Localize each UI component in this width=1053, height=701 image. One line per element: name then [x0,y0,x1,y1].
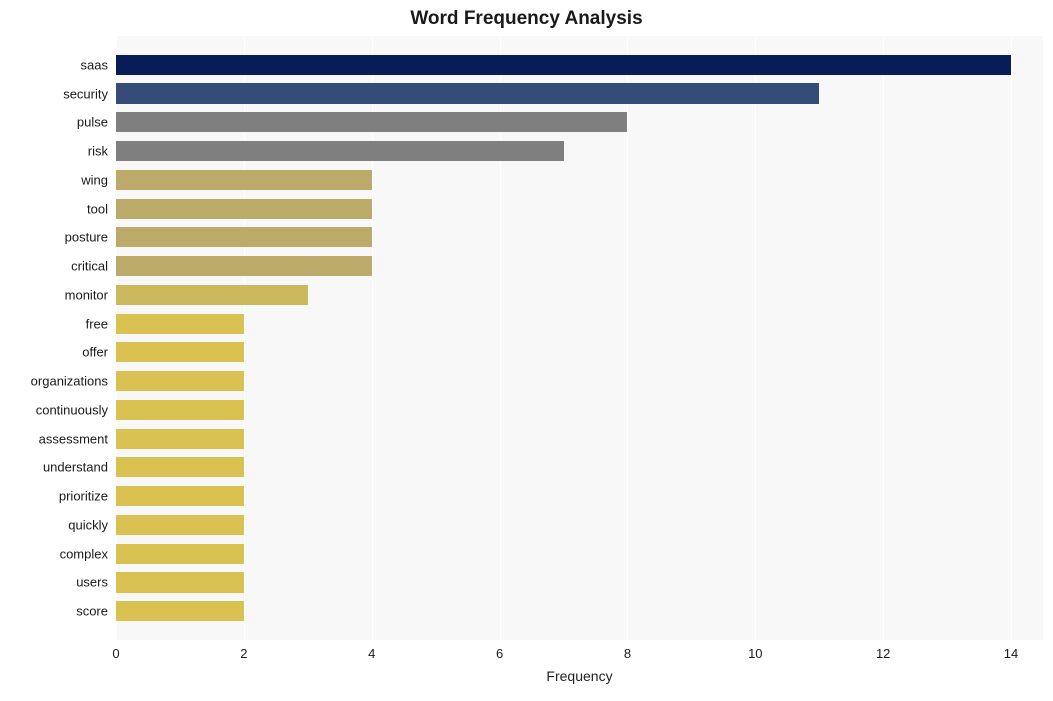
x-tick-label: 0 [112,640,119,661]
y-tick-label: complex [60,546,116,561]
y-tick-label: pulse [77,115,116,130]
chart-title: Word Frequency Analysis [0,8,1053,30]
y-tick-label: understand [43,460,116,475]
bar [116,515,244,535]
bar [116,371,244,391]
y-tick-label: continuously [36,402,116,417]
y-tick-label: users [76,575,116,590]
bar [116,227,372,247]
bar [116,429,244,449]
x-tick-label: 12 [876,640,890,661]
bar [116,457,244,477]
y-tick-label: free [86,316,116,331]
bar [116,486,244,506]
x-axis-label: Frequency [546,640,612,684]
y-tick-label: offer [82,345,116,360]
y-tick-label: critical [71,259,116,274]
x-tick-label: 4 [368,640,375,661]
bar [116,170,372,190]
bar [116,112,627,132]
y-tick-label: organizations [31,374,116,389]
y-tick-label: tool [87,201,116,216]
y-tick-label: quickly [68,517,116,532]
y-tick-label: score [76,604,116,619]
bar [116,256,372,276]
x-tick-label: 2 [240,640,247,661]
x-tick-label: 14 [1004,640,1018,661]
bar [116,285,308,305]
y-tick-label: prioritize [59,489,116,504]
y-tick-label: wing [81,172,116,187]
y-tick-label: monitor [65,287,116,302]
gridline [755,36,756,640]
word-frequency-chart: Word Frequency Analysis Frequency 024681… [0,0,1053,701]
y-tick-label: assessment [39,431,116,446]
bar [116,572,244,592]
y-tick-label: saas [81,57,116,72]
bar [116,342,244,362]
bar [116,314,244,334]
bar [116,400,244,420]
x-tick-label: 8 [624,640,631,661]
bar [116,55,1011,75]
x-tick-label: 6 [496,640,503,661]
bar [116,199,372,219]
gridline [627,36,628,640]
bar [116,141,564,161]
y-tick-label: security [63,86,116,101]
plot-area: Frequency 02468101214saassecuritypulseri… [116,36,1043,640]
gridline [1011,36,1012,640]
bar [116,83,819,103]
bar [116,544,244,564]
gridline [883,36,884,640]
x-tick-label: 10 [748,640,762,661]
y-tick-label: risk [88,144,116,159]
bar [116,601,244,621]
y-tick-label: posture [65,230,116,245]
